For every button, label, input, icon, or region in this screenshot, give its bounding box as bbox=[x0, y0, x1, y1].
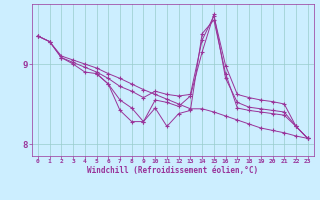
X-axis label: Windchill (Refroidissement éolien,°C): Windchill (Refroidissement éolien,°C) bbox=[87, 166, 258, 175]
